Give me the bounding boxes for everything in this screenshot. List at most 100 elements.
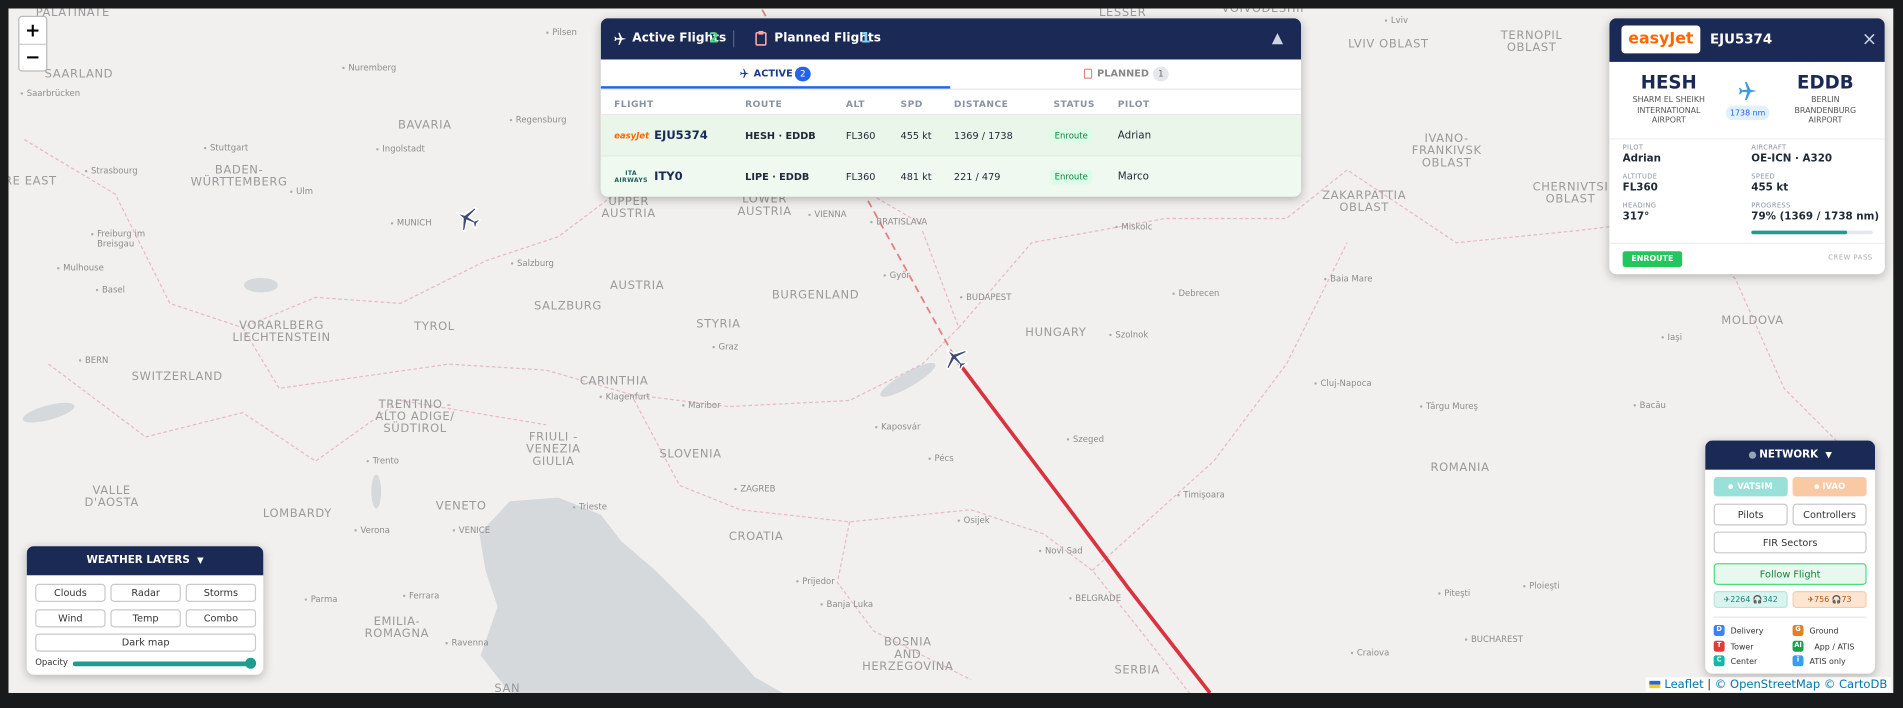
layer-button[interactable]: Radar <box>110 583 181 602</box>
borders <box>23 139 1858 693</box>
slider-thumb[interactable] <box>245 657 257 669</box>
region-label: SERBIA <box>1114 663 1160 678</box>
cell-alt: FL360 <box>845 171 876 183</box>
active-count: 2 <box>708 29 719 47</box>
zoom-in[interactable]: + <box>19 17 47 45</box>
collapse-button[interactable]: ▲ <box>1271 29 1284 47</box>
field-value: FL360 <box>1622 182 1658 195</box>
city-label: Trieste <box>572 502 607 513</box>
planned-tab[interactable]: PLANNED 1 <box>950 59 1301 88</box>
lake <box>371 474 382 509</box>
close-button[interactable]: × <box>1861 27 1878 50</box>
city-label: Győr <box>883 270 910 281</box>
field-value: 455 kt <box>1751 182 1789 195</box>
legend-label: ATIS only <box>1809 656 1846 667</box>
city-label: Ingolstadt <box>376 144 425 155</box>
zoom-out[interactable]: − <box>25 46 41 68</box>
region-label: SAARLAND <box>44 67 114 82</box>
column-header: STATUS <box>1053 98 1095 110</box>
region-label: SWITZERLAND <box>131 370 223 384</box>
layer-button[interactable]: Temp <box>110 609 181 628</box>
carto-link[interactable]: © CartoDB <box>1823 677 1888 692</box>
active-tab[interactable]: ACTIVE 2 <box>600 59 951 89</box>
status-badge: Enroute <box>1049 128 1093 144</box>
map-labels: PALATINATE SAARLAND BAVARIA BADEN- WÜRTTEMB… <box>8 8 1893 692</box>
legend-label: Center <box>1730 656 1758 667</box>
network-header[interactable]: NETWORK ▼ <box>1705 440 1876 470</box>
route-plane-icon <box>1739 81 1757 101</box>
city-label: Prijedor <box>796 576 835 587</box>
field-value: OE-ICN · A320 <box>1751 152 1833 166</box>
field-label: AIRCRAFT <box>1751 144 1787 152</box>
cell-callsign: ITY0 <box>654 170 683 184</box>
city-label: Salzburg <box>510 258 554 269</box>
layer-button[interactable]: Combo <box>185 609 257 628</box>
city-label: MUNICH <box>390 218 432 229</box>
city-label: Freiburg im Breisgau <box>91 229 146 249</box>
layer-button[interactable]: Wind <box>35 609 106 628</box>
column-header: FLIGHT <box>614 98 654 110</box>
legend-label: Delivery <box>1730 626 1764 636</box>
active-flights-title[interactable]: Active Flights <box>632 31 727 45</box>
region-label: STYRIA <box>696 317 741 332</box>
follow-button[interactable]: Follow Flight <box>1713 563 1867 585</box>
weather-panel: WEATHER LAYERS ▼ Clouds Radar Storms Wind Te… <box>26 546 264 675</box>
divider <box>733 30 735 48</box>
legend-label: Tower <box>1730 641 1754 652</box>
network-button[interactable]: FIR Sectors <box>1713 531 1867 554</box>
tab-bar: ACTIVE 2 PLANNED 1 <box>600 59 1302 90</box>
osm-link[interactable]: © OpenStreetMap <box>1714 677 1821 692</box>
aircraft-marker[interactable] <box>450 201 484 235</box>
city-label: ZAGREB <box>734 484 776 494</box>
network-toggle[interactable]: IVAO <box>1792 476 1867 497</box>
city-label: Kaposvár <box>874 422 921 433</box>
separator: | <box>1707 677 1712 692</box>
city-label: Târgu Mureş <box>1420 401 1478 412</box>
region-label: TRENTINO - ALTO ADIGE/ SÜDTIROL <box>375 398 455 436</box>
region-label: VOIVODESHIP <box>1221 8 1308 16</box>
region-label: ROMANIA <box>1430 461 1490 475</box>
flights-table: FLIGHT ROUTE ALT SPD DISTANCE STATUS PILOT easy… <box>600 18 1302 197</box>
attribution: Leaflet | © OpenStreetMap © CartoDB <box>1646 677 1891 692</box>
city-label: Bacău <box>1633 400 1666 411</box>
region-label: CHERNIVTSI OBLAST <box>1532 180 1609 207</box>
city-label: Novi Sad <box>1038 546 1083 556</box>
layer-button[interactable]: Storms <box>185 583 257 602</box>
city-label: Klagenfurt <box>599 392 650 402</box>
network-toggle[interactable]: VATSIM <box>1713 476 1788 497</box>
leaflet-link[interactable]: Leaflet <box>1664 677 1704 692</box>
crew-pass[interactable]: CREW PASS <box>1828 254 1873 263</box>
region-label: AUSTRIA <box>610 279 665 293</box>
network-button[interactable]: Pilots <box>1713 503 1788 526</box>
field-label: PROGRESS <box>1751 202 1791 210</box>
city-label: Miskolc <box>1115 222 1153 232</box>
region-label: HUNGARY <box>1025 326 1087 340</box>
weather-header[interactable]: WEATHER LAYERS ▼ <box>26 546 264 576</box>
layer-button[interactable]: Clouds <box>35 583 106 602</box>
city-label: Timişoara <box>1177 490 1225 501</box>
legend-label: Ground <box>1809 626 1839 636</box>
network-button[interactable]: Controllers <box>1792 503 1867 526</box>
flag-icon <box>1649 680 1661 689</box>
city-label: Basel <box>95 285 126 295</box>
region-label: PALATINATE <box>35 8 110 20</box>
region-label: SLOVENIA <box>659 447 722 462</box>
city-label: BERN <box>78 355 109 366</box>
aircraft-marker[interactable] <box>937 340 973 376</box>
city-label: Lviv <box>1384 15 1409 26</box>
opacity-slider[interactable] <box>72 661 253 667</box>
legend-label: App / ATIS <box>1814 641 1855 652</box>
region-label: BAVARIA <box>397 118 452 133</box>
region-label: BURGENLAND <box>771 288 860 303</box>
flight-fields: PILOT Adrian AIRCRAFT OE-ICN · A320 ALTITUDE… <box>1609 18 1884 274</box>
region-label: TYROL <box>414 320 455 334</box>
flight-row[interactable] <box>600 156 1302 197</box>
region-label: UPPER AUSTRIA <box>601 195 656 221</box>
flight-row[interactable] <box>600 115 1302 157</box>
cell-route: HESH · EDDB <box>745 130 816 142</box>
planned-flights-title[interactable]: Planned Flights <box>774 31 881 45</box>
dark-map-button[interactable]: Dark map <box>35 633 257 652</box>
region-label: VORARLBERG LIECHTENSTEIN <box>232 319 331 345</box>
lake <box>243 277 278 293</box>
